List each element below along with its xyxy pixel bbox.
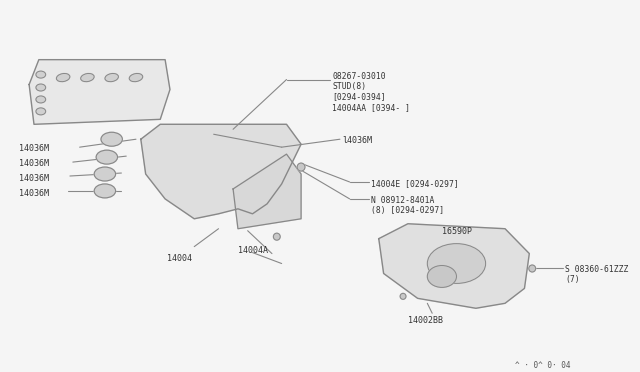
Text: 14004A: 14004A [238, 246, 268, 254]
Ellipse shape [101, 132, 122, 146]
Ellipse shape [56, 73, 70, 82]
Text: ^ · 0^ 0· 04: ^ · 0^ 0· 04 [515, 361, 570, 370]
Ellipse shape [105, 73, 118, 82]
Ellipse shape [400, 294, 406, 299]
Polygon shape [29, 60, 170, 124]
Ellipse shape [428, 266, 456, 288]
Ellipse shape [96, 150, 118, 164]
Ellipse shape [529, 265, 536, 272]
Text: 08267-03010
STUD(8)
[0294-0394]
14004AA [0394- ]: 08267-03010 STUD(8) [0294-0394] 14004AA … [332, 71, 410, 112]
Ellipse shape [94, 184, 116, 198]
Text: 14036M: 14036M [19, 144, 49, 153]
Ellipse shape [297, 163, 305, 171]
Text: N 08912-8401A
(8) [0294-0297]: N 08912-8401A (8) [0294-0297] [371, 196, 444, 215]
Ellipse shape [36, 84, 45, 91]
Ellipse shape [273, 233, 280, 240]
Text: l4036M: l4036M [342, 136, 372, 145]
Text: 14002BB: 14002BB [408, 316, 443, 325]
Text: 14036M: 14036M [19, 159, 49, 168]
Polygon shape [141, 124, 301, 219]
Polygon shape [379, 224, 529, 308]
Ellipse shape [129, 73, 143, 82]
Ellipse shape [94, 167, 116, 181]
Text: 14036M: 14036M [19, 174, 49, 183]
Ellipse shape [36, 108, 45, 115]
Text: 14036M: 14036M [19, 189, 49, 198]
Ellipse shape [36, 96, 45, 103]
Polygon shape [233, 154, 301, 229]
Ellipse shape [36, 71, 45, 78]
Text: S 08360-61ZZZ
(7): S 08360-61ZZZ (7) [565, 264, 628, 284]
Text: 16590P: 16590P [442, 227, 472, 236]
Ellipse shape [428, 244, 486, 283]
Text: 14004: 14004 [167, 254, 192, 263]
Text: 14004E [0294-0297]: 14004E [0294-0297] [371, 179, 459, 188]
Ellipse shape [81, 73, 94, 82]
